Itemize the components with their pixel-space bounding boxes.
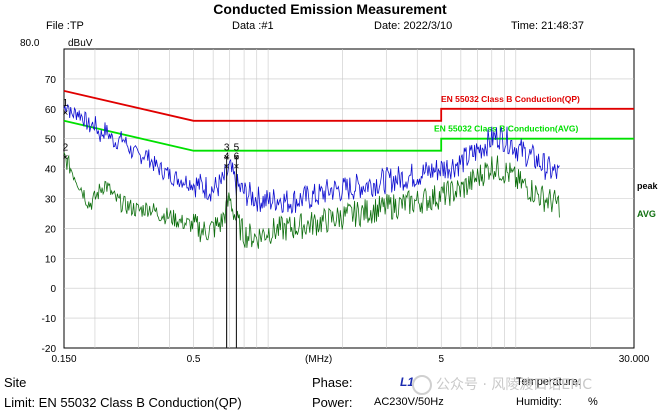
data-label: Data :#1 [232,20,274,32]
x-tick-label: 0.150 [51,354,76,365]
limit-label: Limit: EN 55032 Class B Conduction(QP) [4,395,242,410]
chart-title: Conducted Emission Measurement [213,1,447,17]
power-value: AC230V/50Hz [374,396,444,408]
site-label: Site [4,375,27,390]
limit-label-avg: EN 55032 Class B Conduction(AVG) [434,124,579,134]
marker-label: 3 [224,143,230,154]
y-top-label: 80.0 [20,38,40,49]
y-tick-label: 20 [45,224,57,235]
file-label: File :TP [46,20,84,32]
y-tick-label: 40 [45,165,57,176]
marker-x: × [224,162,230,173]
marker-label: 5 [234,143,240,154]
limit-label-qp: EN 55032 Class B Conduction(QP) [441,94,580,104]
y-tick-label: 30 [45,195,57,206]
marker-x: × [234,162,240,173]
y-axis-label: dBuV [68,38,93,49]
power-label: Power: [312,395,353,410]
marker-label: 1 [63,98,69,109]
watermark: 公众号 · 风陵渡口话EMC [412,374,592,395]
marker-x: × [234,153,240,164]
y-tick-label: 70 [45,75,57,86]
y-tick-label: 60 [45,105,57,116]
time-label: Time: 21:48:37 [511,20,584,32]
marker-label: 2 [63,143,69,154]
phase-label: Phase: [312,375,353,390]
humidity-value: % [588,396,598,408]
marker-x: × [224,153,230,164]
x-tick-label: (MHz) [305,354,332,365]
limit-line-avg [63,119,634,152]
x-tick-label: 0.5 [187,354,201,365]
humidity-label: Humidity: [516,396,562,408]
y-tick-label: 50 [45,135,57,146]
series-line-peak [63,103,560,214]
series-line-avg [63,152,560,249]
watermark-text: 公众号 · 风陵渡口话EMC [436,377,593,393]
y-tick-label: -20 [42,344,57,355]
y-tick-label: -10 [42,314,57,325]
limit-line-qp [63,90,634,122]
x-tick-label: 5 [438,354,444,365]
series-label-peak: peak [637,181,659,191]
y-tick-label: 0 [50,284,56,295]
date-label: Date: 2022/3/10 [374,20,453,32]
y-tick-label: 10 [45,254,57,265]
phase-value: L1 [400,375,415,389]
marker-label: 4 [224,152,230,163]
x-tick-label: 30.000 [619,354,650,365]
wechat-icon [412,375,432,395]
marker-label: 6 [234,152,240,163]
marker-x: × [63,108,69,119]
temperature-label: Temperature: [516,376,581,388]
series-label-avg: AVG [637,209,656,219]
marker-x: × [63,153,69,164]
